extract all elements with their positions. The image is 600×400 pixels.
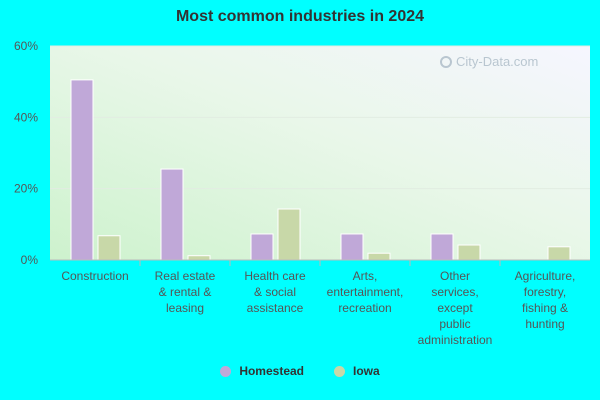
watermark: City-Data.com [440,54,538,69]
y-tick-label: 0% [21,253,39,267]
x-tick-label-line: except [437,301,473,315]
y-tick-label: 60% [14,39,38,53]
bar-iowa [277,208,301,261]
gridlines [50,45,590,190]
x-tick-label-line: forestry, [524,285,566,299]
x-tick-label-line: recreation [338,301,391,315]
x-tick-label-line: & rental & [159,285,212,299]
watermark-text: City-Data.com [456,54,539,69]
x-tick-label-line: Health care [244,269,306,283]
x-tick-label: Other services, except public administration [418,269,493,347]
legend-item-homestead: Homestead [220,364,304,378]
legend-swatch [220,365,232,377]
x-tick-label-line: Arts, [353,269,378,283]
legend-swatch [334,365,345,377]
x-tick-label-line: Construction [61,269,128,283]
bar-iowa [97,235,121,261]
x-tick-label-line: administration [418,333,493,347]
x-tick-label-line: fishing & [522,301,568,315]
bar-homestead [250,233,274,261]
bar-iowa [367,252,391,261]
x-tick-label-line: Real estate [155,269,216,283]
bar-homestead [160,168,184,261]
x-tick-label: Agriculture, forestry, fishing & hunting [515,269,576,331]
bar-iowa [547,246,571,261]
y-tick-label: 40% [14,110,38,124]
y-tick-label: 20% [14,182,38,196]
x-tick-label-line: services, [431,285,478,299]
x-tick-label-line: Other [440,269,470,283]
bar-homestead [340,233,364,261]
x-tick-label: Construction [61,269,128,283]
x-tick-label-line: public [439,317,470,331]
x-tick-label-line: assistance [247,301,304,315]
x-tick-label: Real estate & rental & leasing [155,269,216,315]
x-tick-label: Arts, entertainment, recreation [327,269,404,315]
bar-iowa [187,255,211,261]
bar-homestead [430,233,454,261]
plot-area [50,46,590,260]
magnifier-icon [440,55,452,68]
chart-title: Most common industries in 2024 [175,8,425,25]
bar-homestead [70,79,94,261]
x-tick-label-line: entertainment, [327,285,404,299]
legend-label: Homestead [239,364,304,378]
legend-label: Iowa [353,364,380,378]
legend-item-iowa: Iowa [334,364,380,378]
legend: Homestead Iowa [0,364,600,378]
x-axis-ticks: Construction Real estate & rental & leasing… [61,260,575,347]
x-tick-label-line: hunting [525,317,564,331]
x-tick-label-line: & social [254,285,296,299]
bar-iowa [457,244,481,261]
x-tick-label: Health care & social assistance [244,269,306,315]
x-tick-label-line: leasing [166,301,204,315]
x-tick-label-line: Agriculture, [515,269,576,283]
y-axis-ticks: 0% 20% 40% 60% [14,39,38,267]
bars [70,79,571,261]
